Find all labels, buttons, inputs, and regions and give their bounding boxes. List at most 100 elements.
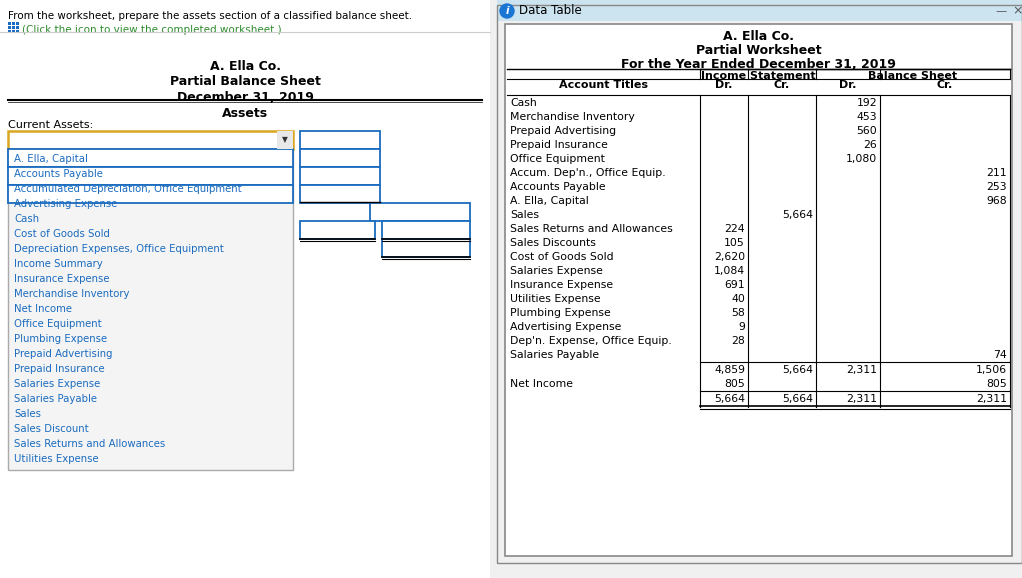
Text: Cr.: Cr. bbox=[937, 80, 954, 90]
Text: 453: 453 bbox=[856, 112, 877, 122]
Text: Prepaid Insurance: Prepaid Insurance bbox=[510, 140, 608, 150]
Text: 28: 28 bbox=[732, 336, 745, 346]
Text: Dep'n. Expense, Office Equip.: Dep'n. Expense, Office Equip. bbox=[510, 336, 671, 346]
Text: 224: 224 bbox=[725, 224, 745, 234]
Text: Sales Returns and Allowances: Sales Returns and Allowances bbox=[14, 439, 166, 449]
Text: Sales Returns and Allowances: Sales Returns and Allowances bbox=[510, 224, 672, 234]
Text: Assets: Assets bbox=[222, 107, 268, 120]
Text: 805: 805 bbox=[986, 379, 1007, 389]
Text: Advertising Expense: Advertising Expense bbox=[510, 322, 621, 332]
Text: Dr.: Dr. bbox=[839, 80, 856, 90]
Text: Accounts Payable: Accounts Payable bbox=[510, 182, 606, 192]
Text: Income Summary: Income Summary bbox=[14, 259, 103, 269]
Text: 1,084: 1,084 bbox=[714, 266, 745, 276]
Text: 192: 192 bbox=[856, 98, 877, 108]
Text: Utilities Expense: Utilities Expense bbox=[510, 294, 601, 304]
Text: Accum. Dep'n., Office Equip.: Accum. Dep'n., Office Equip. bbox=[510, 168, 665, 178]
Text: Dr.: Dr. bbox=[715, 80, 733, 90]
Bar bbox=[8, 149, 293, 470]
Text: i: i bbox=[505, 6, 509, 16]
Text: 968: 968 bbox=[986, 196, 1007, 206]
Text: Office Equipment: Office Equipment bbox=[14, 319, 102, 329]
Text: Current Assets:: Current Assets: bbox=[8, 120, 93, 130]
Text: Prepaid Advertising: Prepaid Advertising bbox=[510, 126, 616, 136]
Text: Partial Worksheet: Partial Worksheet bbox=[696, 44, 822, 57]
Text: Depreciation Expenses, Office Equipment: Depreciation Expenses, Office Equipment bbox=[14, 244, 224, 254]
Text: 253: 253 bbox=[986, 182, 1007, 192]
Text: 560: 560 bbox=[856, 126, 877, 136]
Text: Income Statement: Income Statement bbox=[701, 71, 816, 81]
Text: 40: 40 bbox=[731, 294, 745, 304]
Bar bbox=[300, 131, 380, 149]
Text: Merchandise Inventory: Merchandise Inventory bbox=[510, 112, 635, 122]
Text: 211: 211 bbox=[986, 168, 1007, 178]
Text: ×: × bbox=[1013, 5, 1022, 17]
Bar bbox=[8, 149, 293, 167]
Bar bbox=[382, 221, 470, 239]
Text: Cost of Goods Sold: Cost of Goods Sold bbox=[14, 229, 110, 239]
Text: 4,859: 4,859 bbox=[714, 365, 745, 375]
Text: 9: 9 bbox=[738, 322, 745, 332]
Bar bbox=[505, 24, 1012, 556]
Text: Office Equipment: Office Equipment bbox=[510, 154, 605, 164]
Bar bbox=[8, 167, 293, 185]
Text: 1,506: 1,506 bbox=[976, 365, 1007, 375]
Bar bbox=[370, 203, 470, 221]
Text: 805: 805 bbox=[725, 379, 745, 389]
Text: Advertising Expense: Advertising Expense bbox=[14, 199, 118, 209]
Text: Salaries Payable: Salaries Payable bbox=[14, 394, 97, 404]
Bar bbox=[300, 167, 380, 185]
Bar bbox=[12, 30, 15, 33]
Text: 5,664: 5,664 bbox=[714, 394, 745, 404]
Bar bbox=[277, 131, 293, 149]
Text: Accumulated Depreciation, Office Equipment: Accumulated Depreciation, Office Equipme… bbox=[14, 184, 242, 194]
Text: Prepaid Advertising: Prepaid Advertising bbox=[14, 349, 112, 359]
Bar bbox=[300, 185, 380, 203]
Text: A. Ella, Capital: A. Ella, Capital bbox=[510, 196, 589, 206]
Text: 5,664: 5,664 bbox=[782, 394, 812, 404]
Bar bbox=[382, 239, 470, 257]
Text: ▼: ▼ bbox=[282, 135, 288, 144]
Text: Partial Balance Sheet: Partial Balance Sheet bbox=[170, 75, 321, 88]
Text: December 31, 2019: December 31, 2019 bbox=[177, 91, 314, 104]
Bar bbox=[12, 22, 15, 25]
Text: Net Income: Net Income bbox=[14, 304, 72, 314]
Text: 26: 26 bbox=[864, 140, 877, 150]
Text: 2,620: 2,620 bbox=[714, 252, 745, 262]
Bar bbox=[300, 149, 380, 167]
Text: —: — bbox=[995, 6, 1007, 16]
Text: Utilities Expense: Utilities Expense bbox=[14, 454, 99, 464]
Circle shape bbox=[500, 4, 514, 18]
Text: 1,080: 1,080 bbox=[846, 154, 877, 164]
Text: Cost of Goods Sold: Cost of Goods Sold bbox=[510, 252, 613, 262]
Text: Cr.: Cr. bbox=[774, 80, 790, 90]
Bar bbox=[12, 26, 15, 29]
Bar bbox=[8, 26, 11, 29]
Text: Sales: Sales bbox=[510, 210, 539, 220]
Text: Plumbing Expense: Plumbing Expense bbox=[510, 308, 611, 318]
Text: For the Year Ended December 31, 2019: For the Year Ended December 31, 2019 bbox=[621, 58, 896, 71]
Text: (Click the icon to view the completed worksheet.): (Click the icon to view the completed wo… bbox=[22, 25, 282, 35]
Text: Insurance Expense: Insurance Expense bbox=[14, 274, 109, 284]
Text: Balance Sheet: Balance Sheet bbox=[869, 71, 958, 81]
Text: Accounts Payable: Accounts Payable bbox=[14, 169, 103, 179]
Text: Cash: Cash bbox=[510, 98, 537, 108]
Bar bbox=[16, 30, 19, 33]
Bar bbox=[8, 22, 11, 25]
Bar bbox=[497, 0, 1022, 21]
Bar bbox=[0, 0, 490, 578]
Bar bbox=[8, 30, 11, 33]
Text: Data Table: Data Table bbox=[519, 4, 582, 17]
Text: Sales Discount: Sales Discount bbox=[14, 424, 89, 434]
Text: 74: 74 bbox=[993, 350, 1007, 360]
Bar bbox=[16, 22, 19, 25]
Text: 5,664: 5,664 bbox=[782, 365, 812, 375]
Bar bbox=[497, 5, 1022, 563]
Bar bbox=[8, 185, 293, 203]
Text: Net Income: Net Income bbox=[510, 379, 573, 389]
Text: Prepaid Insurance: Prepaid Insurance bbox=[14, 364, 104, 374]
Text: Salaries Payable: Salaries Payable bbox=[510, 350, 599, 360]
Text: 2,311: 2,311 bbox=[846, 365, 877, 375]
Text: 105: 105 bbox=[725, 238, 745, 248]
Bar bbox=[300, 221, 375, 239]
